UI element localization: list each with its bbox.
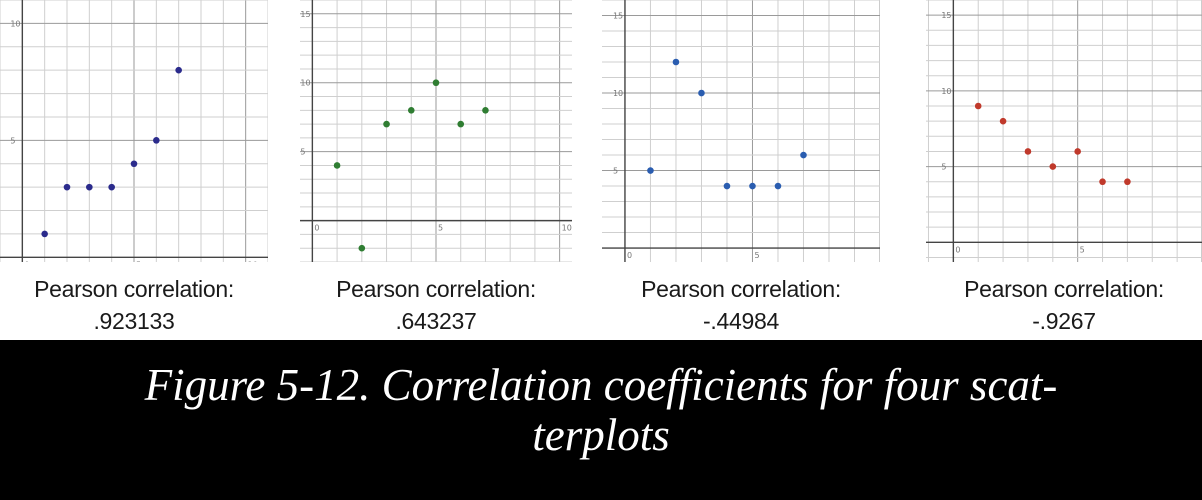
data-point — [1049, 163, 1057, 170]
y-tick-label: 10 — [300, 79, 310, 88]
y-tick-label: 5 — [10, 136, 15, 145]
x-tick-label: 10 — [562, 224, 572, 233]
x-tick-label: 5 — [754, 251, 759, 260]
data-point — [999, 117, 1007, 125]
data-point — [1024, 148, 1032, 155]
data-point — [672, 58, 680, 66]
data-point — [175, 66, 182, 74]
correlation-label-1: Pearson correlation: — [34, 276, 234, 302]
y-tick-label: 10 — [10, 19, 20, 28]
data-point — [1074, 148, 1081, 155]
y-tick-label: 15 — [941, 11, 951, 20]
data-point — [358, 244, 366, 252]
y-tick-label: 5 — [613, 167, 618, 176]
correlation-label-3: Pearson correlation: — [641, 276, 841, 302]
x-tick-label: 0 — [955, 245, 960, 254]
grid-lines — [300, 0, 572, 262]
scatterplot-4-canvas: 0 5 5 10 15 — [926, 0, 1202, 262]
data-point — [800, 151, 807, 159]
scatterplot-3-canvas: 0 5 5 10 15 — [602, 0, 880, 262]
figure-caption-line-1: Figure 5-12. Correlation coefficients fo… — [144, 360, 1058, 410]
data-point — [407, 107, 415, 114]
y-tick-label: 10 — [941, 87, 951, 96]
x-tick-label: 5 — [438, 224, 443, 233]
data-point — [749, 182, 756, 190]
scatterplot-1-canvas: 0 5 10 5 10 — [0, 0, 268, 262]
correlation-value-2: .643237 — [395, 308, 477, 334]
correlation-value-1: .923133 — [93, 308, 175, 334]
y-tick-label: 15 — [300, 10, 310, 19]
scatterplot-2-canvas: 0 5 10 5 10 15 — [300, 0, 572, 262]
x-tick-label: 10 — [248, 260, 258, 262]
data-point — [383, 120, 390, 128]
data-point — [774, 182, 782, 190]
scatterplot-4: 0 5 5 10 15 Pearson correlation: -.9267 — [926, 0, 1202, 340]
data-point — [108, 183, 115, 191]
x-tick-label: 0 — [24, 260, 29, 262]
y-tick-label: 5 — [300, 148, 305, 157]
correlation-value-4: -.9267 — [1032, 308, 1096, 334]
correlation-value-3: -.44984 — [703, 308, 779, 334]
data-point — [1124, 178, 1131, 186]
grid-lines — [602, 0, 880, 262]
y-tick-label: 15 — [613, 12, 623, 21]
data-point — [333, 162, 341, 169]
data-point — [153, 137, 160, 144]
x-tick-label: 5 — [1080, 245, 1085, 254]
data-point — [130, 160, 138, 168]
grid-lines — [0, 0, 268, 262]
data-point — [698, 89, 705, 97]
data-point — [647, 167, 654, 174]
data-point — [41, 230, 48, 238]
x-tick-label: 5 — [136, 260, 141, 262]
figure-panels: 0 5 10 5 10 Pearson correlation: .923133 0 5 1… — [0, 0, 1202, 340]
data-point — [723, 182, 731, 190]
correlation-label-2: Pearson correlation: — [336, 276, 536, 302]
scatterplot-3: 0 5 5 10 15 Pearson correlation: -.44984 — [602, 0, 880, 340]
data-point — [1099, 178, 1106, 186]
y-tick-label: 10 — [613, 89, 623, 98]
data-point — [63, 183, 71, 191]
figure-caption-line-2: terplots — [532, 410, 670, 460]
data-point — [86, 183, 93, 191]
data-point — [457, 120, 465, 128]
x-tick-label: 0 — [627, 251, 632, 260]
data-point — [974, 102, 982, 110]
scatterplot-2: 0 5 10 5 10 15 Pearson correlation: .643237 — [300, 0, 572, 340]
x-tick-label: 0 — [314, 224, 319, 233]
data-point — [482, 107, 489, 114]
figure-caption: Figure 5-12. Correlation coefficients fo… — [0, 360, 1202, 460]
data-point — [432, 79, 440, 87]
y-tick-label: 5 — [941, 163, 946, 172]
grid-lines — [926, 0, 1202, 262]
correlation-label-4: Pearson correlation: — [964, 276, 1164, 302]
scatterplot-1: 0 5 10 5 10 Pearson correlation: .923133 — [0, 0, 268, 340]
